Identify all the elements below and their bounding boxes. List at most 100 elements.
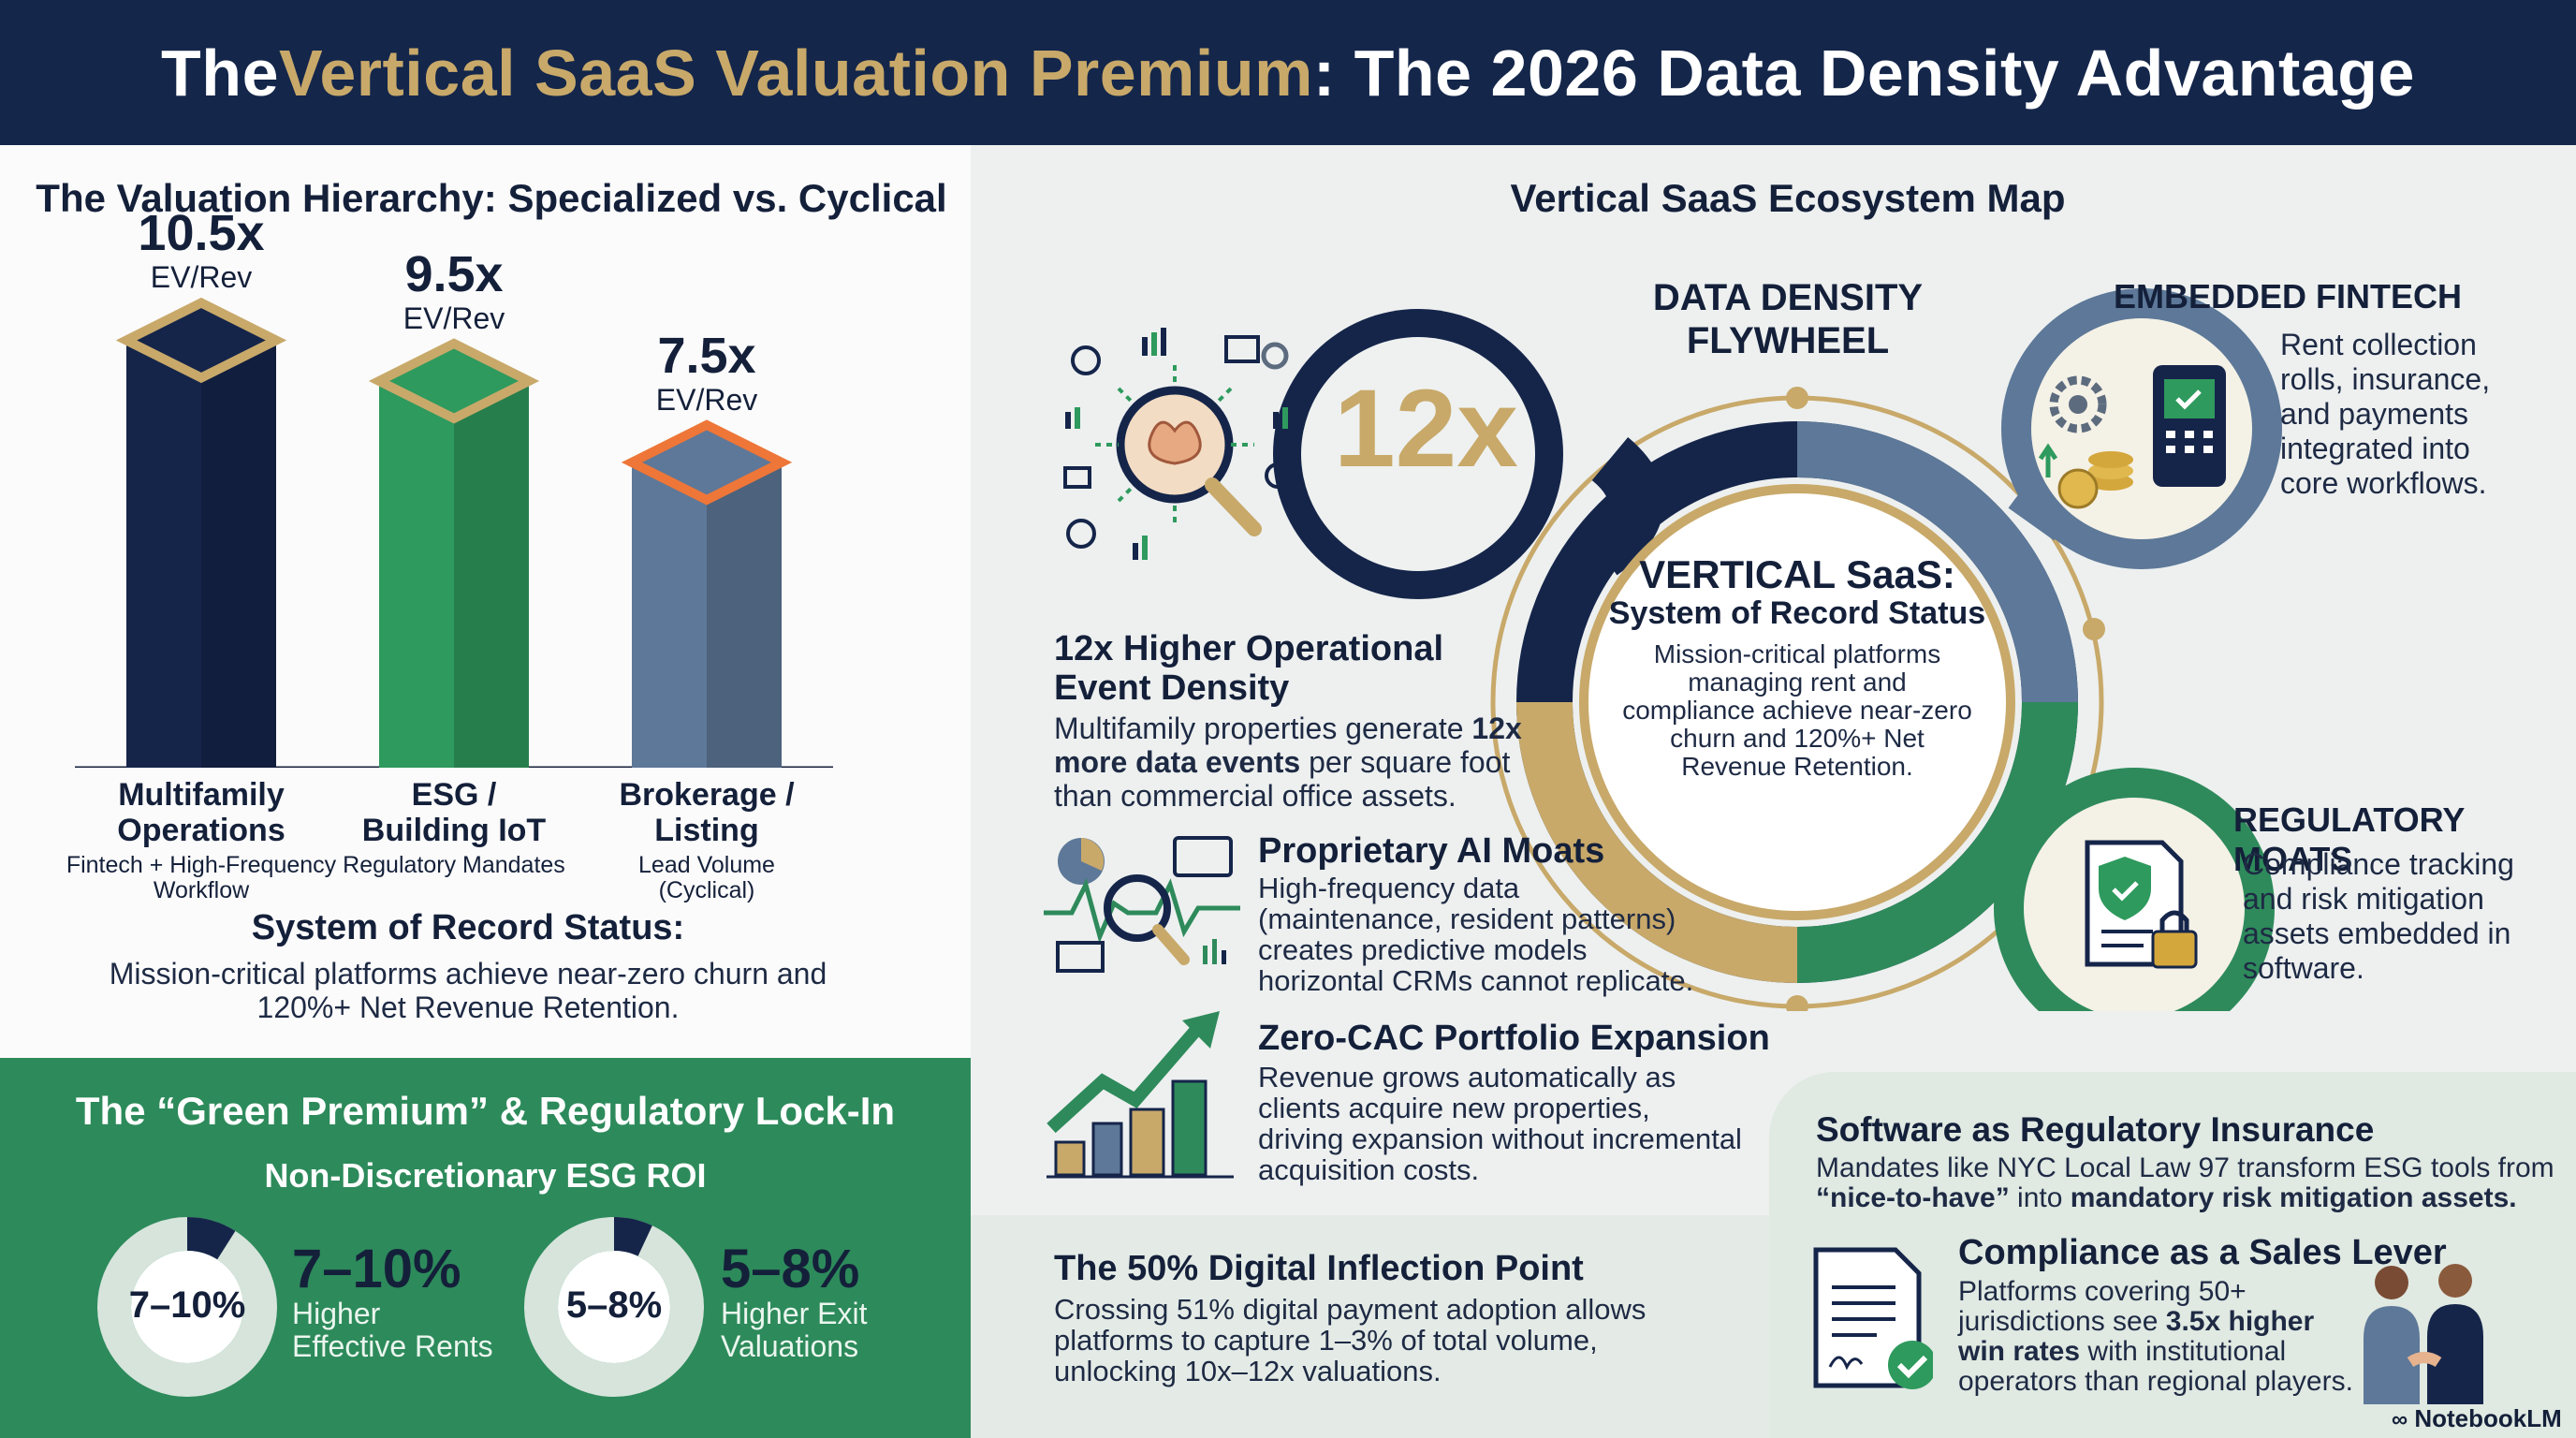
valuation-bar-chart (75, 297, 833, 768)
density-title-2: Event Density (1054, 668, 1290, 708)
zerocac-title: Zero-CAC Portfolio Expansion (1258, 1019, 1770, 1058)
green-title: The “Green Premium” & Regulatory Lock-In (75, 1089, 896, 1133)
metric-valuations-desc-1: Higher Exit (721, 1297, 868, 1330)
reg-text-line: software. (2243, 951, 2364, 985)
insurance-text-2: “nice-to-have” into mandatory risk mitig… (1816, 1182, 2517, 1213)
metric-rents-value: 7–10% (292, 1239, 461, 1299)
bar-value-label: 9.5x (404, 245, 504, 302)
density-text-3: than commercial office assets. (1054, 779, 1456, 813)
header-bar (0, 0, 2576, 145)
brand-logo: ∞ NotebookLM (2392, 1404, 2562, 1432)
flywheel-label-2: FLYWHEEL (1686, 320, 1890, 361)
density-title-1: 12x Higher Operational (1054, 629, 1444, 668)
sales-text-2: jurisdictions see 3.5x higher (1958, 1306, 2315, 1337)
bar-2 (621, 419, 793, 768)
bar-category-sub-2: Workflow (153, 877, 250, 903)
center-subtitle: System of Record Status (1608, 595, 1986, 631)
sor-text-1: Mission-critical platforms achieve near-… (109, 957, 827, 990)
ecosystem-title: Vertical SaaS Ecosystem Map (1510, 176, 2066, 220)
metric-rents-desc-1: Higher (292, 1297, 381, 1330)
zerocac-text: Revenue grows automatically as clients ac… (1258, 1062, 1742, 1185)
bar-category-sub-1: Lead Volume (638, 852, 775, 878)
density-text-1: Multifamily properties generate 12x (1054, 712, 1522, 745)
center-title: VERTICAL SaaS: (1639, 552, 1955, 596)
donut-valuations (524, 1216, 704, 1397)
metric-valuations-desc-2: Valuations (721, 1329, 859, 1363)
insurance-title: Software as Regulatory Insurance (1816, 1110, 2375, 1149)
flywheel-ring-gold-segment (1516, 701, 1798, 983)
density-big-number: 12x (1334, 367, 1518, 491)
inflection-text: Crossing 51% digital payment adoption al… (1054, 1294, 1646, 1387)
bar-category-sub-1: Fintech + High-Frequency (66, 852, 337, 878)
sor-text-2: 120%+ Net Revenue Retention. (256, 990, 680, 1024)
regulatory-title: REGULATORY MOATS (2233, 800, 2465, 878)
fintech-text-line: integrated into (2280, 432, 2470, 465)
sales-text-3: win rates with institutional (1958, 1336, 2287, 1367)
inflection-text-line: Crossing 51% digital payment adoption al… (1054, 1293, 1647, 1326)
reg-text-line: Compliance tracking (2243, 847, 2514, 881)
ai-title: Proprietary AI Moats (1258, 831, 1605, 871)
bar-category-label-2: Listing (654, 813, 759, 848)
ecosystem-diagram (1063, 288, 2282, 1011)
donut-rents (97, 1216, 277, 1397)
ai-text-line: creates predictive models (1258, 933, 1588, 966)
bar-category-label-2: Building IoT (361, 813, 547, 848)
fintech-text-line: rolls, insurance, (2280, 362, 2491, 396)
reg-text-line: assets embedded in (2243, 917, 2511, 950)
zerocac-text-line: acquisition costs. (1258, 1153, 1480, 1186)
bar-unit-label: EV/Rev (655, 382, 758, 417)
fintech-text-line: and payments (2280, 397, 2469, 431)
fintech-text-line: Rent collection (2280, 328, 2477, 361)
bar-category-label-2: Operations (117, 813, 285, 848)
flywheel-ring-fintech-segment (1796, 421, 2078, 703)
ai-text-line: horizontal CRMs cannot replicate. (1258, 964, 1694, 997)
donut-fill-arc (186, 1216, 236, 1260)
donut-fill-arc (613, 1216, 652, 1256)
center-text-line: Mission-critical platforms (1653, 639, 1941, 668)
valuation-title: The Valuation Hierarchy: Specialized vs.… (36, 176, 947, 220)
insurance-text-1: Mandates like NYC Local Law 97 transform… (1816, 1152, 2554, 1183)
bar-category-label-1: Multifamily (118, 777, 285, 813)
signed-document-icon (1813, 1247, 1933, 1389)
sor-title: System of Record Status: (251, 908, 685, 947)
ai-text-line: High-frequency data (1258, 872, 1520, 904)
center-text-line: churn and 120%+ Net (1670, 724, 1925, 753)
zerocac-text-line: clients acquire new properties, (1258, 1092, 1650, 1124)
brain-search-icon (1063, 328, 1291, 560)
center-text-line: Revenue Retention. (1681, 752, 1913, 781)
inflection-text-line: unlocking 10x–12x valuations. (1054, 1355, 1442, 1387)
sales-title: Compliance as a Sales Lever (1958, 1233, 2447, 1272)
center-text-line: compliance achieve near-zero (1622, 696, 1972, 725)
ai-text: High-frequency data (maintenance, residen… (1258, 873, 1693, 996)
flywheel-label-1: DATA DENSITY (1652, 277, 1924, 318)
handshake-people-icon (2364, 1264, 2483, 1404)
bar-1 (368, 338, 540, 768)
donut-valuations-label: 5–8% (565, 1284, 663, 1326)
inflection-text-line: platforms to capture 1–3% of total volum… (1054, 1324, 1598, 1357)
bar-unit-label: EV/Rev (150, 260, 253, 295)
center-disk (1579, 484, 2015, 920)
flywheel-ring-regulatory-segment (1796, 701, 2078, 983)
bar-category-label-1: ESG / (411, 777, 497, 813)
fintech-text-line: core workflows. (2280, 466, 2487, 500)
bar-category-sub-2: (Cyclical) (658, 877, 755, 903)
center-text-line: managing rent and (1688, 668, 1907, 697)
growth-chart-icon (1046, 1011, 1234, 1179)
bar-value-label: 7.5x (657, 327, 756, 384)
bar-category-label-1: Brokerage / (619, 777, 795, 813)
bar-unit-label: EV/Rev (402, 301, 505, 335)
bar-value-label: 10.5x (138, 205, 265, 262)
donut-rents-label: 7–10% (128, 1284, 246, 1326)
fintech-icon (2038, 365, 2226, 509)
sales-text-4: operators than regional players. (1958, 1366, 2353, 1397)
page-title: The Vertical SaaS Valuation Premium: The… (161, 36, 2415, 110)
metric-rents-desc-2: Effective Rents (292, 1329, 493, 1363)
reg-text-line: and risk mitigation (2243, 882, 2484, 916)
zerocac-text-line: driving expansion without incremental (1258, 1123, 1742, 1155)
center-text: Mission-critical platforms managing rent … (1601, 640, 1994, 781)
ai-text-line: (maintenance, resident patterns) (1258, 902, 1676, 935)
inflection-title: The 50% Digital Inflection Point (1054, 1249, 1584, 1288)
sales-text-1: Platforms covering 50+ (1958, 1276, 2247, 1307)
regulatory-text: Compliance tracking and risk mitigation as… (2243, 847, 2514, 986)
fintech-title: EMBEDDED FINTECH (2114, 277, 2463, 315)
